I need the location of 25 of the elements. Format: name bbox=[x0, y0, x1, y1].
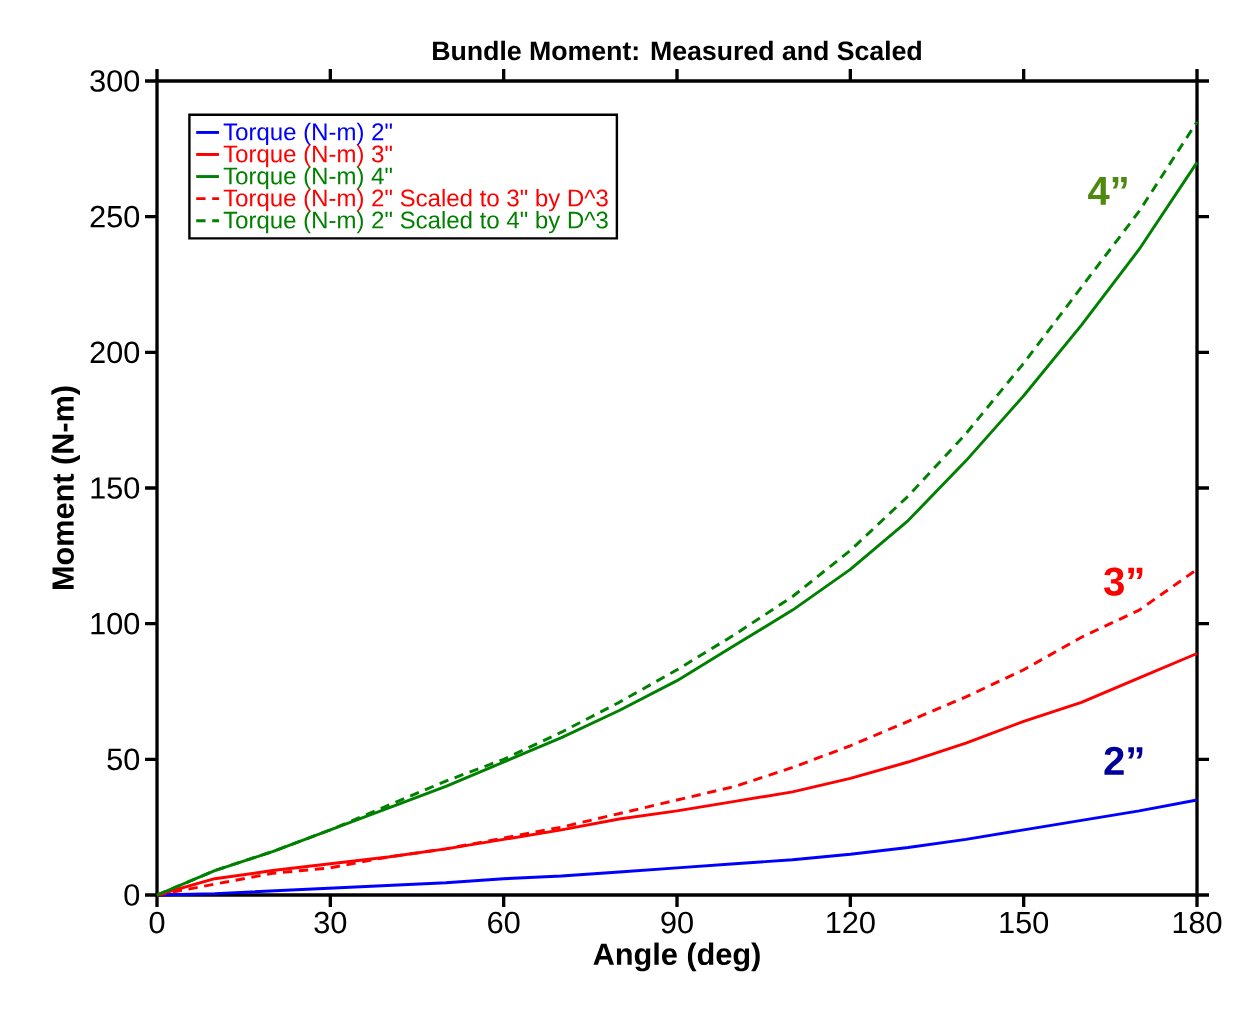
x-tick-label: 60 bbox=[488, 911, 520, 934]
y-tick-label: 150 bbox=[91, 477, 140, 499]
y-tick-label: 100 bbox=[91, 612, 140, 635]
y-tick-label: 200 bbox=[90, 341, 140, 364]
x-tick-label: 30 bbox=[314, 911, 347, 934]
annotation: 3” bbox=[1104, 567, 1143, 596]
legend-label: Torque (N-m) 2" Scaled to 4" by D^3 bbox=[223, 210, 608, 234]
legend-label: Torque (N-m) 2" bbox=[223, 122, 392, 146]
x-tick-label: 120 bbox=[827, 911, 875, 934]
y-tick-label: 0 bbox=[124, 884, 140, 906]
legend-label: Torque (N-m) 4" bbox=[223, 166, 392, 190]
x-tick-label: 90 bbox=[661, 911, 693, 934]
y-tick-label: 50 bbox=[107, 748, 140, 771]
x-tick-label: 150 bbox=[1000, 911, 1049, 934]
x-tick-label: 0 bbox=[149, 911, 165, 934]
y-tick-label: 300 bbox=[90, 70, 140, 92]
legend-label: Torque (N-m) 3" bbox=[223, 144, 392, 168]
y-tick-label: 250 bbox=[90, 205, 140, 228]
annotation: 2” bbox=[1104, 746, 1143, 775]
legend-label: Torque (N-m) 2" Scaled to 3" by D^3 bbox=[223, 188, 608, 212]
y-axis-title: Moment (N-m) bbox=[51, 386, 80, 589]
annotation: 4” bbox=[1088, 177, 1127, 205]
x-tick-label: 180 bbox=[1173, 911, 1222, 934]
chart-title: Bundle Moment: Measured and Scaled bbox=[433, 40, 921, 61]
x-axis-title: Angle (deg) bbox=[593, 942, 760, 972]
